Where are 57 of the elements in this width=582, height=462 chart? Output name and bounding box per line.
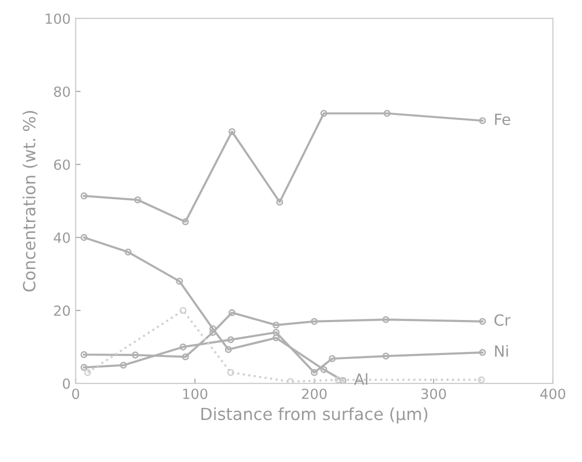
point: [80, 192, 88, 200]
point: [209, 328, 216, 336]
point: [286, 378, 294, 384]
x-axis-title: Distance from surface (μm): [201, 407, 428, 424]
y-tick-label: 100: [46, 13, 70, 24]
point: [209, 325, 216, 332]
point: [176, 278, 183, 285]
point: [478, 376, 485, 384]
point: [182, 218, 189, 226]
point: [80, 234, 88, 241]
y-tick-label: 80: [54, 86, 70, 97]
point: [328, 355, 336, 362]
point: [384, 110, 391, 117]
series-label: Cr: [494, 314, 511, 326]
point: [227, 369, 234, 376]
y-tick-label: 40: [54, 232, 70, 243]
point: [228, 128, 236, 136]
point: [382, 316, 390, 324]
point: [382, 352, 390, 360]
point: [276, 198, 284, 206]
x-tick-label: 400: [540, 388, 566, 400]
point: [134, 196, 142, 204]
point: [310, 369, 318, 376]
point: [479, 117, 486, 124]
x-tick-label: 0: [72, 388, 80, 400]
point: [180, 306, 187, 314]
point: [334, 376, 342, 384]
point: [320, 110, 328, 117]
series-label: Ni: [495, 345, 508, 357]
point: [80, 364, 88, 371]
point: [182, 353, 189, 360]
point: [320, 366, 328, 374]
point: [80, 351, 88, 358]
y-axis-title: Concentration (wt. %): [22, 110, 38, 292]
x-tick-label: 300: [421, 388, 446, 400]
point: [310, 318, 318, 325]
point: [479, 318, 486, 325]
point: [84, 369, 92, 376]
point: [124, 248, 132, 256]
point: [339, 377, 346, 384]
series-label: Fe: [495, 114, 510, 126]
y-tick-label: 60: [54, 159, 70, 170]
point: [272, 334, 280, 342]
point: [479, 348, 486, 356]
point: [180, 343, 187, 350]
point: [272, 328, 280, 336]
y-tick-label: 20: [54, 305, 70, 316]
point: [227, 336, 234, 344]
point: [272, 322, 280, 329]
point: [224, 346, 232, 353]
x-tick-label: 100: [183, 388, 208, 400]
series-label: Al: [354, 373, 368, 385]
x-tick-label: 200: [302, 388, 327, 400]
y-tick-label: 0: [62, 378, 70, 389]
point: [120, 362, 127, 369]
point: [132, 352, 139, 358]
point: [228, 309, 236, 316]
